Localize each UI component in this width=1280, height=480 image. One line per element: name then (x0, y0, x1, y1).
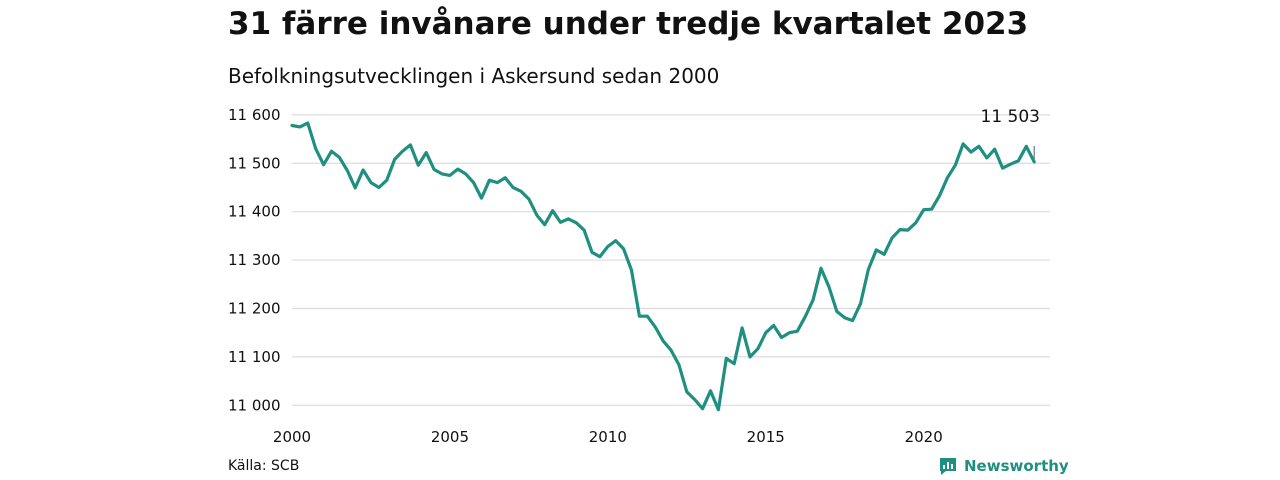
x-tick-label: 2015 (747, 428, 785, 446)
gridlines (292, 114, 1050, 406)
brand-name: Newsworthy (964, 457, 1069, 475)
brand-logo: Newsworthy (938, 456, 1069, 476)
y-axis-tick-labels: 11 000 11 100 11 200 11 300 11 400 11 500 11 6… (228, 106, 281, 414)
x-axis-tick-labels: 2000 2005 2010 2015 2020 (273, 428, 943, 446)
y-tick-label: 11 100 (228, 348, 281, 366)
chart-title: 31 färre invånare under tredje kvartalet… (228, 6, 1029, 42)
source-note: Källa: SCB (228, 458, 300, 474)
end-value-label: 11 503 (981, 107, 1040, 127)
series-group (290, 121, 1036, 412)
x-tick-label: 2000 (273, 428, 311, 446)
y-tick-label: 11 600 (228, 106, 281, 124)
end-marker-group: 11 503 (981, 107, 1040, 160)
y-tick-label: 11 000 (228, 396, 281, 414)
line-chart: 11 000 11 100 11 200 11 300 11 400 11 500 11 6… (228, 106, 1050, 446)
x-tick-label: 2010 (589, 428, 627, 446)
chart-subtitle: Befolkningsutvecklingen i Askersund seda… (228, 64, 720, 88)
series-line (290, 121, 1036, 412)
x-tick-label: 2005 (431, 428, 469, 446)
y-tick-label: 11 200 (228, 299, 281, 317)
y-tick-label: 11 500 (228, 154, 281, 172)
x-tick-label: 2020 (905, 428, 943, 446)
y-tick-label: 11 300 (228, 251, 281, 269)
newsworthy-logo-icon (940, 458, 956, 475)
y-tick-label: 11 400 (228, 203, 281, 221)
